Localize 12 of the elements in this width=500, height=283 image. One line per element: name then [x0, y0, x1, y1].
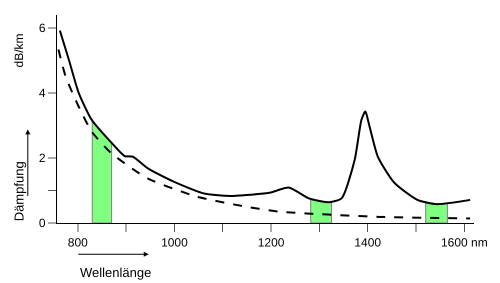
- x-tick-label: 1000: [161, 235, 188, 250]
- y-tick-label: 4: [38, 86, 46, 100]
- x-tick-label: 1400: [354, 235, 382, 250]
- x-tick-label: 800: [68, 235, 88, 250]
- y-tick-label: 0: [38, 216, 46, 230]
- x-tick-label: 1600 nm: [440, 235, 488, 250]
- x-tick-label: 1200: [258, 235, 285, 250]
- y-axis-title: Dämpfung: [11, 161, 26, 222]
- text: dB/km: [12, 33, 26, 68]
- y-tick-label: 2: [38, 151, 46, 166]
- y-tick-label: 6: [38, 21, 46, 36]
- x-axis-title: Wellenlänge: [80, 265, 152, 280]
